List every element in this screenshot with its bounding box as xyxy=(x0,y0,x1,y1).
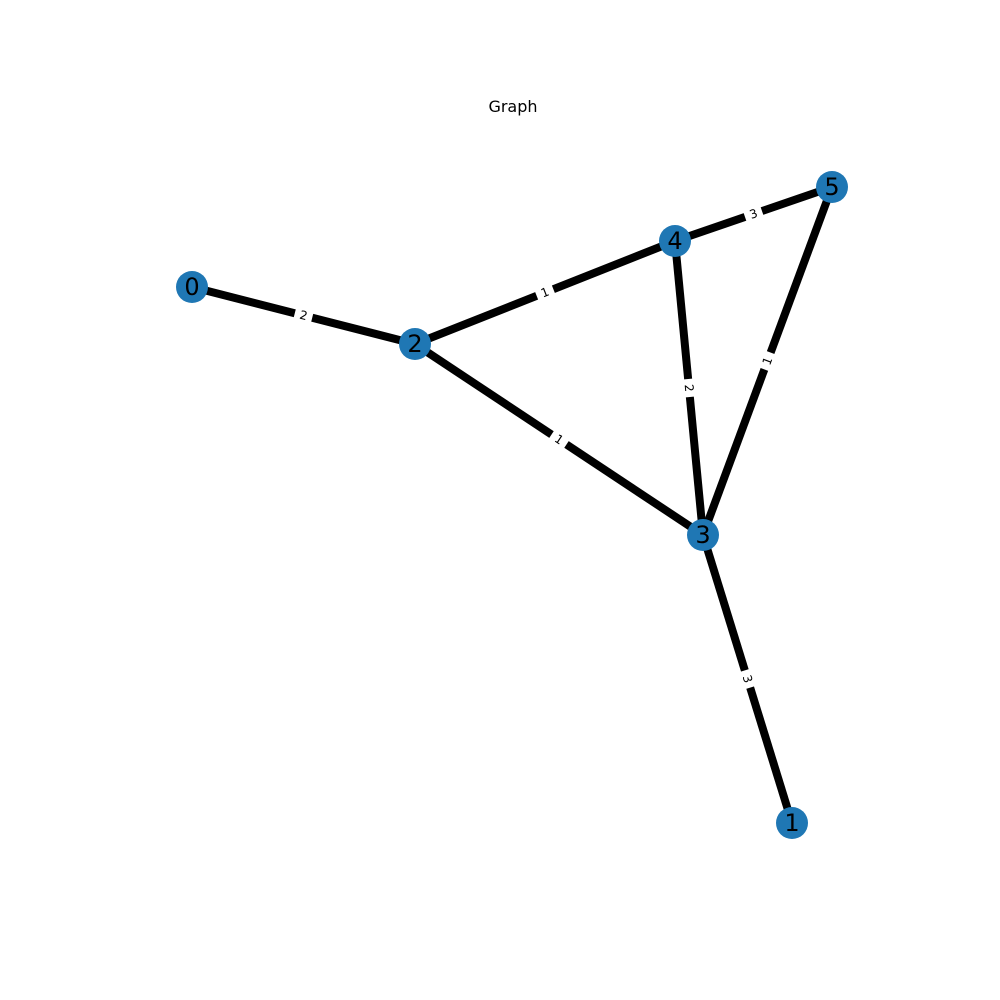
node-4 xyxy=(659,225,691,257)
node-label-5: 5 xyxy=(824,173,839,201)
node-label-4: 4 xyxy=(667,227,682,255)
edge-label-group-4-3: 2 xyxy=(680,378,698,398)
edge-weight-label: 2 xyxy=(298,308,309,323)
node-label-1: 1 xyxy=(784,809,799,837)
node-5 xyxy=(816,171,848,203)
node-2 xyxy=(399,328,431,360)
edge-weight-label: 3 xyxy=(748,206,760,222)
edge-label-background xyxy=(533,281,557,304)
edge-label-background xyxy=(756,349,779,373)
edges-layer xyxy=(191,183,836,825)
edge-label-background xyxy=(680,378,698,398)
edge-label-background xyxy=(742,203,765,225)
edge-label-group-2-4: 1 xyxy=(533,281,557,304)
node-label-0: 0 xyxy=(184,273,199,301)
node-label-3: 3 xyxy=(695,521,710,549)
node-3 xyxy=(687,519,719,551)
edge-labels-layer: 2 1 1 3 2 1 3 xyxy=(292,203,779,690)
node-label-2: 2 xyxy=(407,330,422,358)
node-0 xyxy=(176,271,208,303)
edge-label-group-5-3: 1 xyxy=(756,349,779,373)
edge-label-background xyxy=(547,427,571,452)
node-1 xyxy=(776,807,808,839)
graph-title: Graph xyxy=(488,97,537,116)
edge-label-group-3-1: 3 xyxy=(737,668,758,690)
edge-label-background xyxy=(737,668,758,690)
edge-weight-label: 3 xyxy=(740,673,756,684)
edge-label-group-4-5: 3 xyxy=(742,203,765,225)
nodes-layer: 0 1 2 3 4 5 xyxy=(176,171,848,839)
edge-label-background xyxy=(292,305,315,326)
edge-label-group-2-3: 1 xyxy=(547,427,571,452)
edge-label-group-0-2: 2 xyxy=(292,305,315,326)
edge-weight-label: 2 xyxy=(682,384,697,393)
